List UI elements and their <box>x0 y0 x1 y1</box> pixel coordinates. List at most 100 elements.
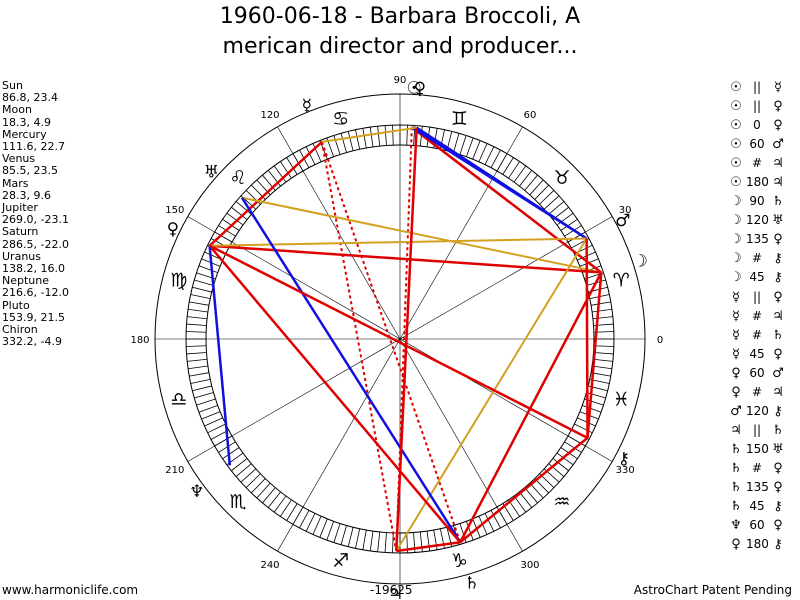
aspect-symbol: || <box>752 289 762 304</box>
planet-icon: ♃ <box>388 584 403 600</box>
aspect-symbol: # <box>751 327 763 342</box>
aspect-symbol: 45 <box>749 499 765 514</box>
degree-tick <box>508 161 520 179</box>
aspect-planet-glyph: ☽ <box>730 232 742 248</box>
degree-label: 240 <box>260 560 279 571</box>
aspect-planet-glyph: ♀ <box>773 346 783 362</box>
degree-tick <box>312 516 322 535</box>
degree-tick <box>231 458 248 472</box>
aspect-line <box>415 126 588 240</box>
planet-name: Sun <box>2 79 23 92</box>
degree-tick <box>548 463 565 477</box>
aspect-line <box>459 436 589 544</box>
aspect-planet-glyph: ♄ <box>730 499 742 515</box>
degree-tick <box>240 468 257 483</box>
aspect-planet-glyph: ♃ <box>730 422 742 438</box>
degree-label: 90 <box>394 75 407 86</box>
degree-label: 60 <box>524 110 537 121</box>
aspect-planet-glyph: ⚷ <box>773 537 783 553</box>
aspect-row: ☽ 90 ♄ <box>726 192 788 211</box>
degree-tick <box>590 372 611 377</box>
aspect-row: ☉ || ♀ <box>726 97 788 116</box>
degree-tick <box>333 135 341 155</box>
planet-icon: ♄ <box>464 574 479 594</box>
degree-tick <box>305 513 316 532</box>
aspect-symbol: 60 <box>749 137 765 152</box>
aspect-row: ♆ 60 ♀ <box>726 516 788 535</box>
degree-tick <box>235 201 252 215</box>
aspect-planet-glyph: ♆ <box>730 518 742 534</box>
degree-tick <box>204 417 223 427</box>
zodiac-sign-icon: ♋ <box>332 108 349 130</box>
planet-values: 111.6, 22.7 <box>2 140 65 154</box>
aspect-planet-glyph: ♅ <box>772 213 784 229</box>
degree-tick <box>539 190 555 205</box>
degree-tick <box>280 161 292 179</box>
degree-tick <box>305 146 316 165</box>
degree-tick <box>362 529 367 550</box>
aspect-symbol: # <box>751 384 763 399</box>
planet-name: Jupiter <box>2 201 38 215</box>
degree-tick <box>529 179 544 196</box>
aspect-row: ☉ 0 ♀ <box>726 116 788 135</box>
aspect-line <box>208 140 323 247</box>
aspect-row: ♀ 60 ♂ <box>726 364 788 383</box>
degree-tick <box>273 495 287 513</box>
aspect-symbol: 45 <box>749 346 765 361</box>
aspect-row: ☿ 45 ♀ <box>726 345 788 364</box>
aspect-row: ☿ # ♃ <box>726 307 788 326</box>
degree-tick <box>194 279 214 286</box>
aspect-symbol: # <box>751 156 763 171</box>
aspect-line <box>396 541 461 553</box>
aspect-line <box>395 127 418 552</box>
aspect-planet-glyph: ☿ <box>732 308 740 324</box>
planet-values: 153.9, 21.5 <box>2 310 65 324</box>
aspect-planet-glyph: ♀ <box>773 460 783 476</box>
aspect-planet-glyph: ♀ <box>773 479 783 495</box>
degree-tick <box>377 531 381 552</box>
aspect-line <box>411 126 603 274</box>
planet-icon: ♂ <box>615 211 630 231</box>
degree-tick <box>326 521 335 541</box>
degree-tick <box>340 133 347 153</box>
aspect-symbol: 135 <box>746 479 769 494</box>
degree-tick <box>235 463 252 477</box>
aspect-line <box>208 245 232 466</box>
degree-label: 210 <box>165 465 184 476</box>
planet-name: Neptune <box>2 274 50 288</box>
degree-tick <box>384 125 387 146</box>
aspect-row: ☽ 45 ⚷ <box>726 268 788 287</box>
degree-tick <box>459 135 467 155</box>
degree-tick <box>355 528 361 549</box>
degree-tick <box>590 301 611 306</box>
aspect-planet-glyph: ♀ <box>773 232 783 248</box>
aspect-line <box>208 244 462 544</box>
degree-tick <box>592 316 613 320</box>
sign-spoke <box>399 126 523 340</box>
aspect-planet-glyph: ☉ <box>730 175 742 191</box>
aspect-symbol: || <box>752 422 762 437</box>
planet-values: 28.3, 9.6 <box>2 188 51 202</box>
degree-tick <box>245 473 261 488</box>
planet-position-list: Sun 86.8, 23.4 Moon 18.3, 4.9 Mercury 111.6, … <box>2 79 69 348</box>
aspect-symbol: || <box>752 80 762 94</box>
degree-tick <box>560 219 578 231</box>
chart-title-line-1: 1960-06-18 - Barbara Broccoli, A <box>219 4 581 29</box>
planet-name: Mercury <box>2 127 47 141</box>
degree-tick <box>582 404 602 413</box>
degree-tick <box>194 392 214 399</box>
planet-icon: ♆ <box>189 482 204 502</box>
degree-tick <box>556 452 574 466</box>
degree-tick <box>369 531 374 551</box>
degree-tick <box>478 143 488 162</box>
degree-tick <box>222 447 240 459</box>
footer-website: www.harmoniclife.com <box>2 583 139 597</box>
degree-tick <box>369 127 374 147</box>
degree-tick <box>592 358 613 362</box>
degree-tick <box>189 301 210 306</box>
planet-name: Chiron <box>2 323 38 337</box>
aspect-planet-glyph: ☽ <box>730 270 742 286</box>
degree-label: 180 <box>130 335 149 346</box>
footer-patent-notice: AstroChart Patent Pending <box>633 583 792 597</box>
aspect-symbol: 45 <box>749 270 765 285</box>
